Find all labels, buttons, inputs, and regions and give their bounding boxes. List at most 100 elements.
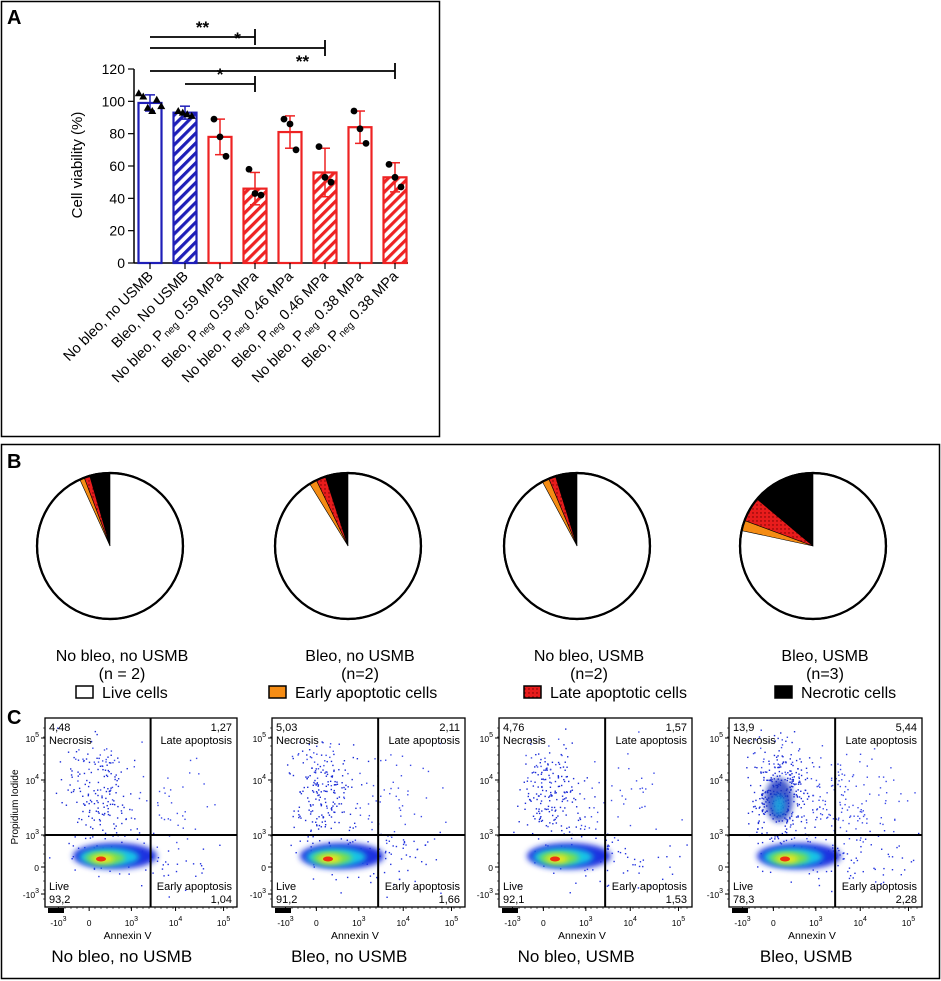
scatter-point <box>567 756 569 758</box>
pie-outline <box>502 471 652 621</box>
scatter-point <box>87 785 90 788</box>
scatter-point <box>820 757 822 759</box>
scatter-point <box>757 822 760 825</box>
scatter-point <box>398 870 400 873</box>
scatter-point <box>90 771 93 774</box>
scatter-point <box>607 884 610 887</box>
scatter-point <box>400 815 402 817</box>
scatter-point <box>317 763 319 766</box>
scatter-point <box>338 768 340 771</box>
scatter-point <box>562 766 565 768</box>
scatter-point <box>798 781 800 784</box>
scatter-point <box>549 786 552 788</box>
scatter-point <box>845 753 848 756</box>
scatter-point <box>88 802 90 805</box>
x-tick-label: -103 <box>50 916 66 928</box>
scatter-point <box>808 757 811 759</box>
early-apoptosis-label: Early apoptosis <box>612 881 688 893</box>
scatter-point <box>792 780 795 782</box>
scatter-point <box>98 818 101 821</box>
scatter-point <box>309 756 312 758</box>
y-tick-label: 40 <box>109 190 125 206</box>
scatter-point <box>568 780 570 783</box>
scatter-point <box>409 764 412 767</box>
scatter-point <box>75 751 78 753</box>
scatter-point <box>125 818 127 820</box>
scatter-point <box>551 806 553 809</box>
scatter-point <box>799 781 801 783</box>
scatter-point <box>764 791 767 793</box>
scatter-point <box>638 865 641 868</box>
scatter-point <box>584 816 586 818</box>
scatter-point <box>760 771 762 773</box>
plot-frame <box>728 717 923 908</box>
scatter-point <box>557 777 560 779</box>
scatter-point <box>89 799 92 802</box>
scatter-point <box>770 779 773 782</box>
scatter-point <box>785 818 787 820</box>
scatter-point <box>800 797 803 800</box>
scatter-point <box>92 836 94 838</box>
scatter-point <box>185 860 187 862</box>
x-tick-label: 104 <box>397 916 410 928</box>
scatter-point <box>384 759 387 761</box>
scatter-point <box>343 811 345 813</box>
y-tick-label: 103 <box>710 829 723 841</box>
scatter-point <box>814 836 817 839</box>
scatter-point <box>549 768 552 771</box>
scatter-point <box>98 757 100 760</box>
necrosis-label: Necrosis <box>503 735 546 747</box>
scatter-point <box>72 845 75 847</box>
scatter-point <box>844 791 846 793</box>
scatter-point <box>751 810 754 813</box>
scatter-point <box>568 831 571 833</box>
scatter-point <box>158 790 161 793</box>
scatter-point <box>611 841 614 843</box>
scatter-point <box>586 868 589 871</box>
scatter-point <box>313 761 316 763</box>
scatter-point <box>814 826 816 828</box>
scatter-point <box>606 848 609 850</box>
scatter-point <box>653 772 655 774</box>
scatter-point <box>757 821 760 824</box>
scatter-point <box>300 792 303 795</box>
scatter-point <box>854 872 856 875</box>
scatter-point <box>807 795 810 798</box>
scatter-point <box>325 754 327 757</box>
scatter-point <box>591 787 593 789</box>
pie-title: No bleo, no USMB <box>56 648 189 665</box>
scatter-point <box>317 828 320 830</box>
scatter-point <box>776 775 779 777</box>
scatter-point <box>323 790 325 792</box>
scatter-point <box>635 780 638 782</box>
scatter-point <box>297 753 300 755</box>
scatter-point <box>158 814 161 816</box>
scatter-point <box>542 778 544 780</box>
scatter-point <box>856 839 858 841</box>
scatter-point <box>353 822 356 825</box>
scatter-point <box>290 844 292 847</box>
legend-label: Early apoptotic cells <box>295 685 437 702</box>
scatter-point <box>121 804 124 806</box>
scatter-point <box>420 815 423 818</box>
scatter-point <box>549 795 551 797</box>
scatter-point <box>330 775 333 778</box>
scatter-point <box>791 779 793 781</box>
scatter-point <box>642 865 644 868</box>
scatter-point <box>79 773 81 775</box>
scatter-point <box>288 772 291 774</box>
scatter-point <box>869 830 871 833</box>
scatter-point <box>110 762 112 764</box>
scatter-point <box>523 781 525 783</box>
y-tick-label: -103 <box>23 888 39 900</box>
x-tick-label: -103 <box>504 916 520 928</box>
scatter-point <box>330 816 333 818</box>
scatter-point <box>422 767 424 770</box>
scatter-point <box>891 869 894 871</box>
scatter-point <box>167 777 169 779</box>
scatter-point <box>551 809 553 811</box>
data-point <box>148 107 157 115</box>
scatter-point <box>566 800 569 802</box>
